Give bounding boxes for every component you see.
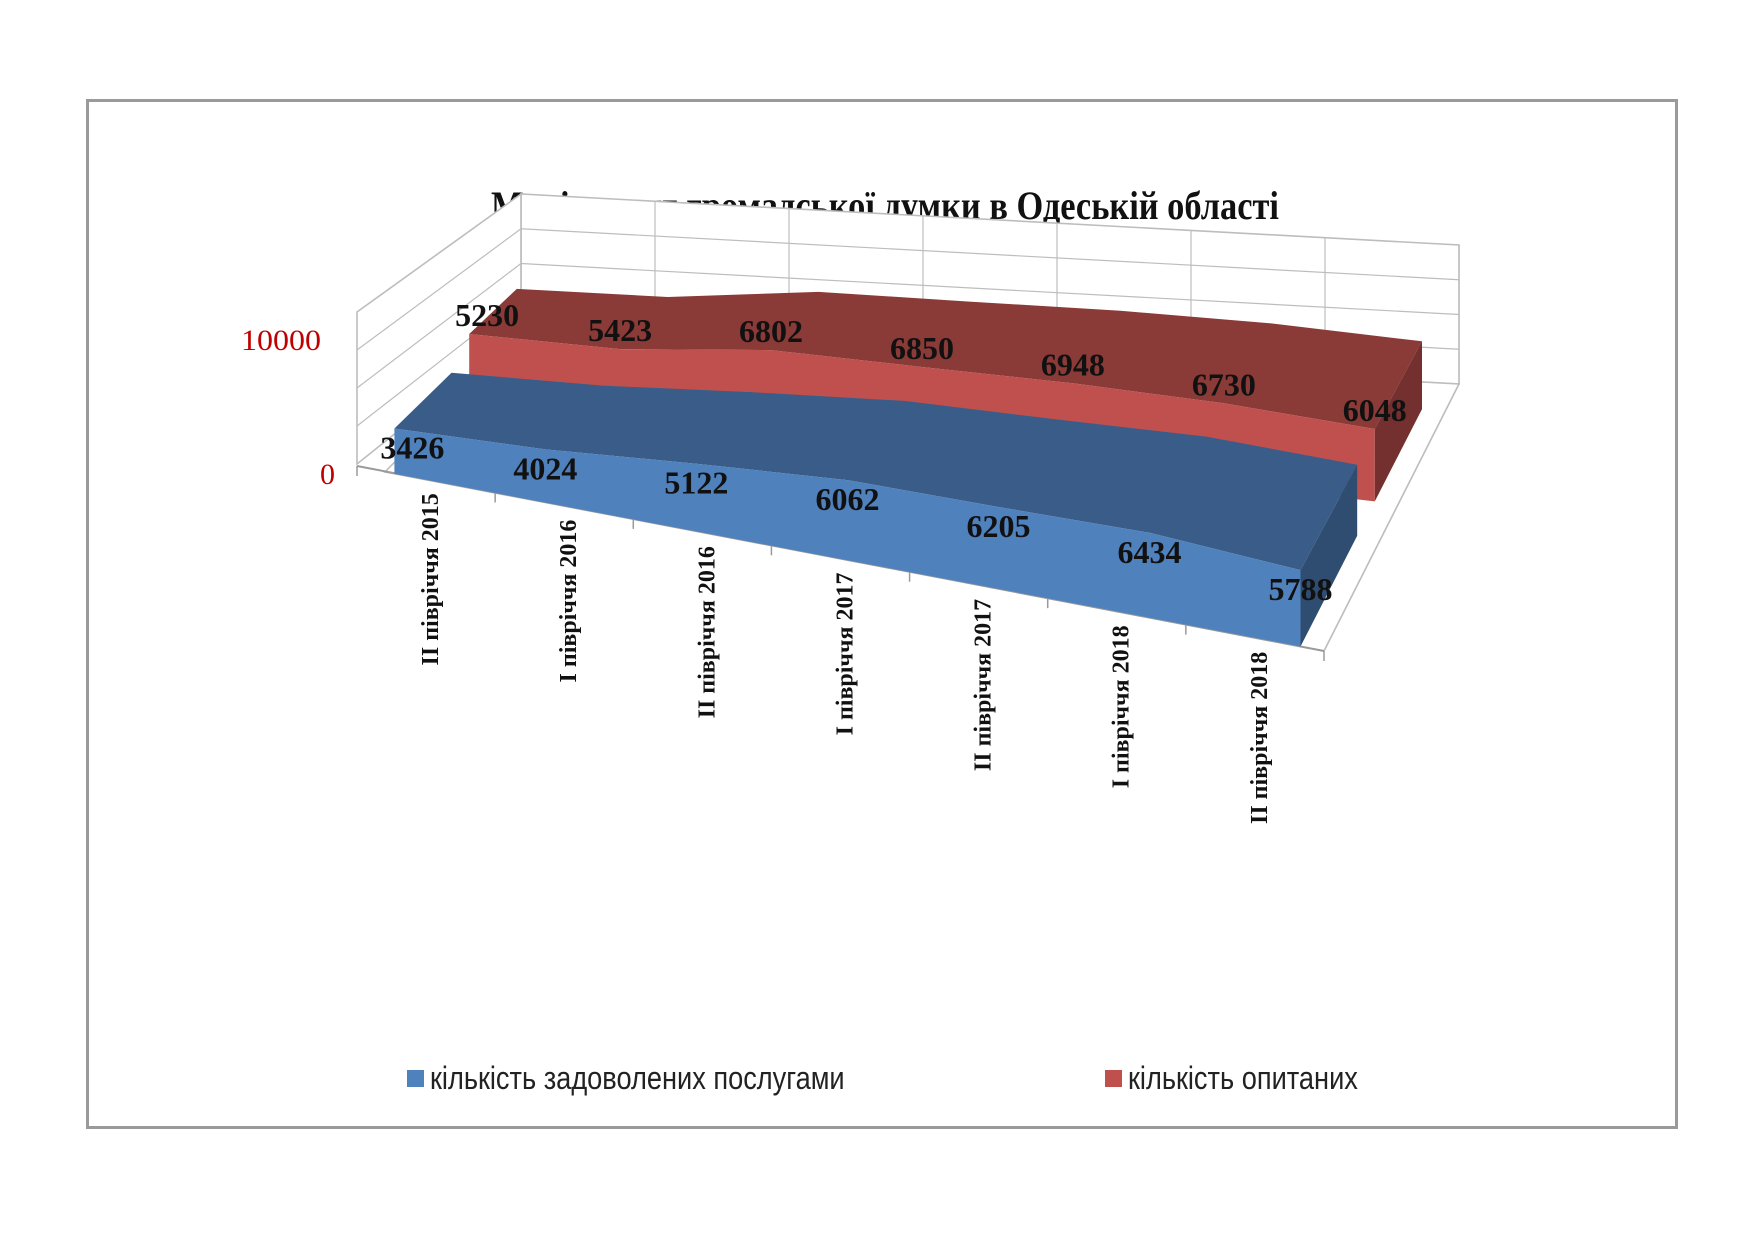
series-satisfied-data-label: 3426 xyxy=(380,430,444,466)
series-satisfied-data-label: 6434 xyxy=(1118,534,1182,570)
x-axis-category-label: І півріччя 2017 xyxy=(833,573,859,736)
series-satisfied-data-label: 6062 xyxy=(815,481,879,517)
legend-swatch-surveyed xyxy=(1105,1069,1122,1087)
series-satisfied-data-label: 4024 xyxy=(513,450,577,486)
series-satisfied-end-cap xyxy=(1300,464,1358,647)
z-axis-tick-label: 0 xyxy=(320,458,335,491)
series-surveyed-data-label: 6802 xyxy=(739,313,803,349)
x-axis-category-label: ІІ півріччя 2015 xyxy=(418,493,444,665)
series-satisfied-data-label: 6205 xyxy=(966,508,1030,544)
x-axis-category-label: ІІ півріччя 2018 xyxy=(1247,652,1273,824)
series-surveyed-data-label: 5423 xyxy=(588,312,652,348)
legend-label-surveyed: кількість опитаних xyxy=(1128,1059,1358,1096)
legend-item-surveyed: кількість опитаних xyxy=(1105,1058,1398,1098)
series-satisfied-front-face xyxy=(394,428,1301,647)
series-surveyed-top-surface xyxy=(469,288,1422,429)
z-axis-tick-label: 10000 xyxy=(241,324,321,357)
x-axis-category-label: ІІ півріччя 2016 xyxy=(694,546,720,718)
series-surveyed-data-label: 6048 xyxy=(1343,392,1407,428)
series-satisfied-top-surface xyxy=(394,372,1358,571)
floor-gridline xyxy=(1323,383,1460,652)
side-wall-gridline xyxy=(356,228,522,351)
x-axis-category-label: І півріччя 2018 xyxy=(1109,625,1135,788)
series-surveyed-data-label: 6850 xyxy=(890,330,954,366)
series-surveyed-end-cap xyxy=(1374,341,1422,502)
legend-label-satisfied: кількість задоволених послугами xyxy=(430,1059,845,1096)
back-wall-gridline xyxy=(520,228,1460,281)
series-satisfied-data-label: 5788 xyxy=(1269,571,1333,607)
side-wall-gridline xyxy=(356,263,522,389)
back-wall-gridline xyxy=(520,262,1460,316)
chart-frame: Моніторинг громадської думки в Одеській … xyxy=(86,99,1678,1129)
series-surveyed-data-label: 6730 xyxy=(1192,366,1256,402)
series-surveyed-data-label: 6948 xyxy=(1041,346,1105,382)
x-axis-category-label: І півріччя 2016 xyxy=(556,520,582,683)
x-axis-category-label: ІІ півріччя 2017 xyxy=(971,599,997,771)
legend-swatch-satisfied xyxy=(407,1069,424,1087)
chart-plot: 0 10000 5230 5423 6802 6850 6948 6730 6048 3426 40… xyxy=(241,192,1461,824)
legend-item-satisfied: кількість задоволених послугами xyxy=(407,1058,918,1098)
series-surveyed-data-label: 5230 xyxy=(455,297,519,333)
series-satisfied-data-label: 5122 xyxy=(664,465,728,501)
